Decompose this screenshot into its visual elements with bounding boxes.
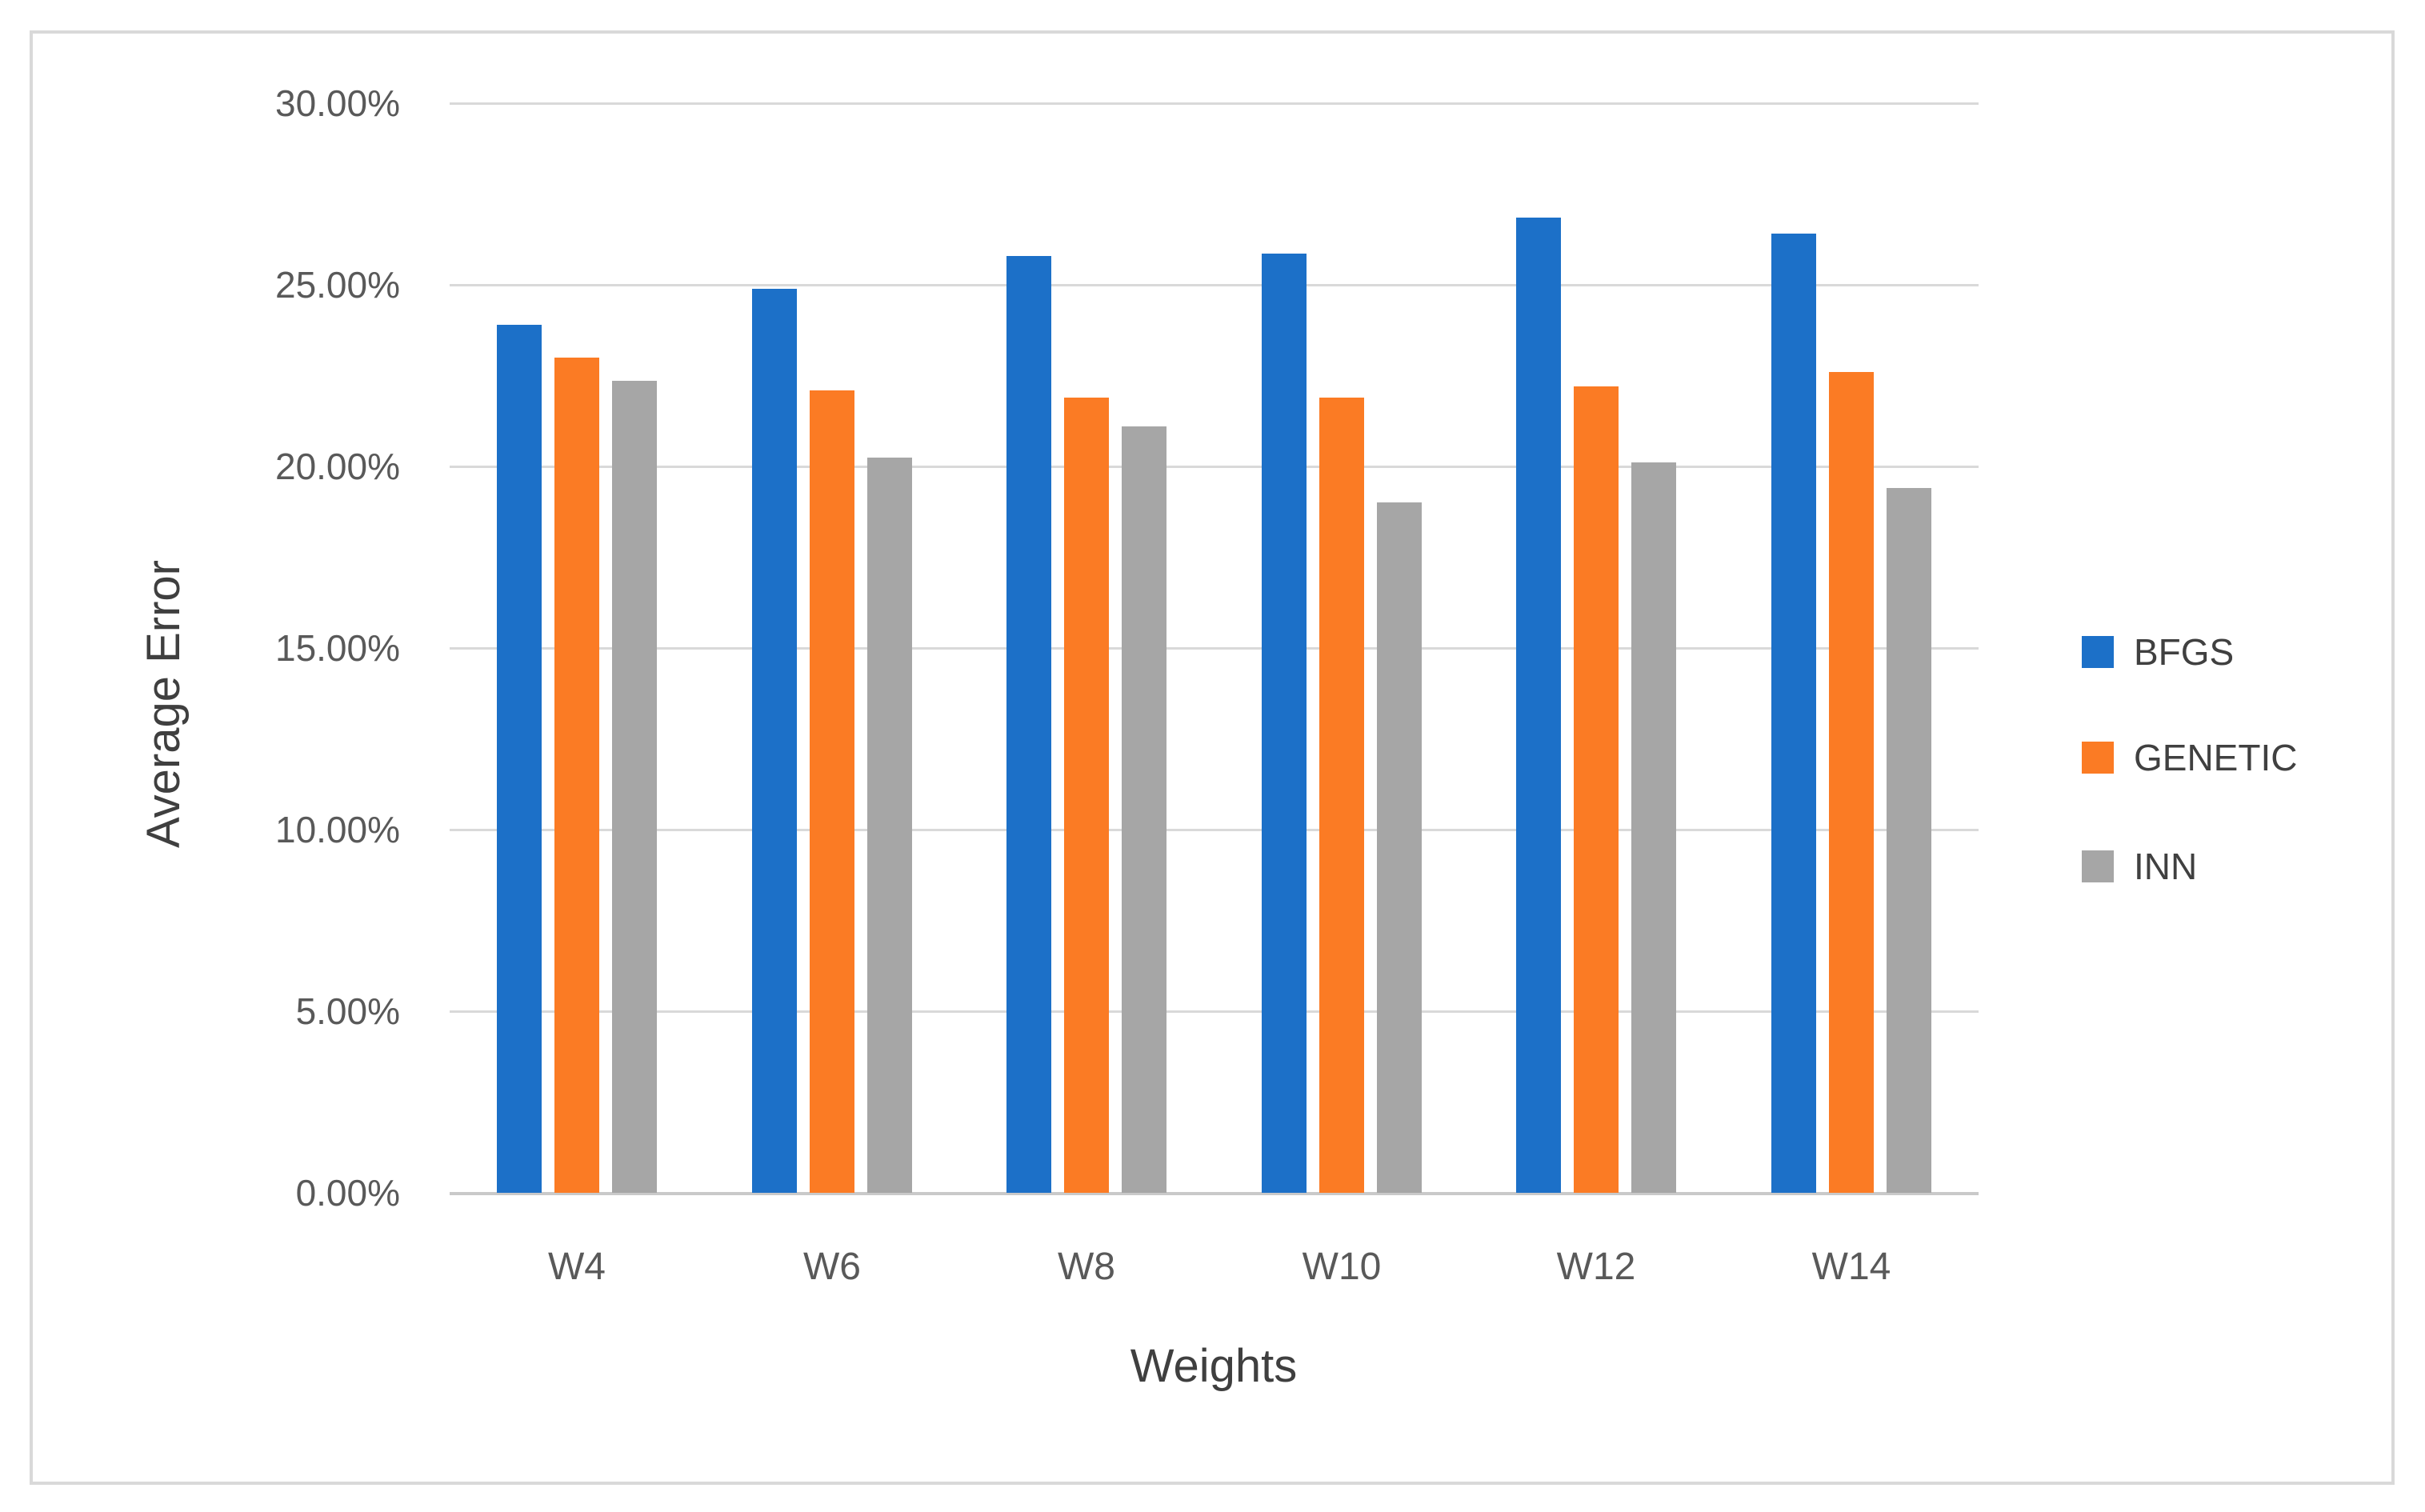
bar-bfgs-w8: [1006, 256, 1051, 1193]
bar-inn-w4: [612, 381, 657, 1193]
x-tick-label-w8: W8: [1058, 1246, 1115, 1288]
x-tick-label-w6: W6: [803, 1246, 861, 1288]
legend-label-bfgs: BFGS: [2134, 631, 2235, 673]
bar-inn-w10: [1377, 502, 1422, 1193]
gridline-10.00%: [450, 829, 1979, 831]
x-axis-line: [450, 1192, 1979, 1195]
y-tick-label-5.00%: 5.00%: [295, 990, 400, 1032]
legend-swatch-bfgs: [2082, 636, 2114, 668]
bar-inn-w6: [867, 458, 912, 1193]
y-tick-label-15.00%: 15.00%: [274, 627, 400, 669]
y-tick-label-25.00%: 25.00%: [274, 264, 400, 306]
y-tick-label-30.00%: 30.00%: [274, 82, 400, 124]
bar-bfgs-w12: [1516, 218, 1561, 1193]
x-tick-label-w14: W14: [1811, 1246, 1891, 1288]
y-tick-label-20.00%: 20.00%: [274, 446, 400, 487]
x-tick-label-w12: W12: [1556, 1246, 1636, 1288]
legend-label-inn: INN: [2134, 846, 2198, 887]
legend-swatch-inn: [2082, 850, 2114, 882]
gridline-30.00%: [450, 102, 1979, 105]
bar-genetic-w4: [554, 358, 599, 1193]
gridline-5.00%: [450, 1010, 1979, 1013]
legend-label-genetic: GENETIC: [2134, 737, 2298, 778]
y-axis-title: Average Error: [138, 560, 190, 848]
legend-item-inn: INN: [2082, 846, 2197, 887]
bar-bfgs-w4: [497, 325, 542, 1193]
figure-border: [30, 30, 2395, 1485]
bar-genetic-w8: [1064, 398, 1109, 1193]
legend-item-bfgs: BFGS: [2082, 631, 2234, 673]
bar-bfgs-w14: [1771, 234, 1816, 1193]
bar-genetic-w14: [1829, 372, 1874, 1193]
gridline-20.00%: [450, 466, 1979, 468]
gridline-15.00%: [450, 647, 1979, 650]
bar-bfgs-w10: [1262, 254, 1307, 1193]
gridline-25.00%: [450, 284, 1979, 286]
x-axis-title: Weights: [1130, 1340, 1298, 1392]
bar-inn-w8: [1122, 426, 1166, 1193]
y-tick-label-0.00%: 0.00%: [295, 1172, 400, 1214]
bar-genetic-w10: [1319, 398, 1364, 1193]
x-tick-label-w4: W4: [548, 1246, 606, 1288]
bar-inn-w14: [1887, 488, 1931, 1193]
bar-genetic-w6: [810, 390, 854, 1193]
y-tick-label-10.00%: 10.00%: [274, 809, 400, 850]
x-tick-label-w10: W10: [1302, 1246, 1382, 1288]
bar-inn-w12: [1631, 462, 1676, 1193]
bar-genetic-w12: [1574, 386, 1619, 1193]
legend-item-genetic: GENETIC: [2082, 737, 2297, 778]
legend-swatch-genetic: [2082, 742, 2114, 774]
bar-bfgs-w6: [752, 289, 797, 1193]
